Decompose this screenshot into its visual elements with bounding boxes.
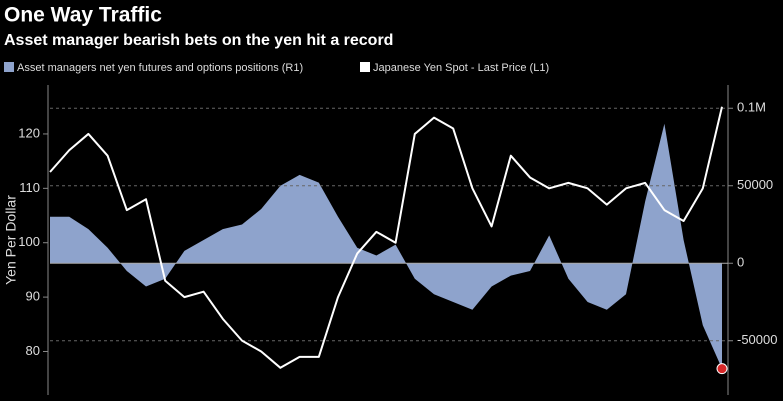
y-tick-label: 90	[26, 289, 40, 304]
y2-tick-label: -50000	[737, 332, 777, 347]
y-tick-label: 120	[18, 125, 40, 140]
legend-label: Asset managers net yen futures and optio…	[17, 62, 303, 74]
legend-swatch	[360, 62, 370, 72]
line	[49, 106, 723, 369]
y-tick-label: 100	[18, 234, 40, 249]
y2-tick-label: 0	[737, 255, 744, 270]
y-axis-label: Yen Per Dollar	[3, 195, 19, 285]
area	[50, 123, 722, 369]
highlight-marker	[716, 363, 728, 375]
legend-label: Japanese Yen Spot - Last Price (L1)	[373, 62, 549, 74]
y2-tick-label: 0.1M	[737, 100, 766, 115]
y2-tick-label: 50000	[737, 177, 773, 192]
chart-title: One Way Traffic	[4, 4, 162, 27]
y-tick-label: 80	[26, 343, 40, 358]
chart-subtitle: Asset manager bearish bets on the yen hi…	[4, 32, 393, 49]
legend-swatch	[4, 62, 14, 72]
y-tick-label: 110	[19, 180, 40, 195]
